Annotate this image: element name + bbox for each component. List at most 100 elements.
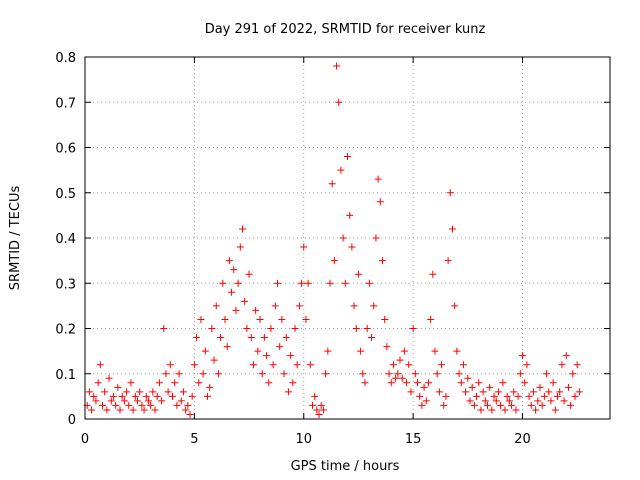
data-point <box>512 406 520 414</box>
data-point <box>88 406 96 414</box>
data-point <box>92 397 100 405</box>
data-point <box>263 352 271 360</box>
data-point <box>90 392 98 400</box>
data-point <box>446 189 454 197</box>
data-point <box>420 383 428 391</box>
data-point <box>116 406 124 414</box>
data-point <box>313 406 321 414</box>
data-point <box>306 361 314 369</box>
data-point <box>166 361 174 369</box>
data-point <box>370 302 378 310</box>
data-point <box>422 397 430 405</box>
data-point <box>254 347 262 355</box>
data-point <box>477 406 485 414</box>
data-point <box>158 397 166 405</box>
data-point <box>99 401 106 409</box>
data-point <box>558 361 566 369</box>
data-point <box>256 315 264 323</box>
data-point <box>175 370 183 378</box>
x-tick-labels: 0 5 10 15 20 <box>81 432 531 447</box>
data-point <box>142 392 150 400</box>
data-point <box>379 257 386 265</box>
data-point <box>359 370 367 378</box>
data-point <box>354 270 362 278</box>
data-point <box>278 315 286 323</box>
data-point <box>214 370 222 378</box>
data-point <box>219 279 227 287</box>
data-point <box>451 302 459 310</box>
data-point <box>232 306 240 314</box>
data-point <box>287 352 295 360</box>
data-points <box>83 62 583 418</box>
plot-frame <box>84 56 611 420</box>
data-point <box>309 401 316 409</box>
data-point <box>195 379 203 387</box>
x-tick-label: 5 <box>190 432 198 447</box>
data-point <box>368 334 376 342</box>
data-point <box>411 370 419 378</box>
data-point <box>435 388 443 396</box>
data-point <box>197 315 205 323</box>
data-point <box>173 401 181 409</box>
data-point <box>333 62 341 70</box>
data-point <box>221 315 229 323</box>
data-point <box>571 392 579 400</box>
y-tick-label: 0.3 <box>55 277 76 292</box>
data-point <box>431 347 439 355</box>
data-point <box>523 361 531 369</box>
data-point <box>416 392 424 400</box>
data-point <box>556 388 564 396</box>
data-point <box>179 388 187 396</box>
data-point <box>223 343 231 351</box>
data-point <box>490 392 498 400</box>
data-point <box>398 374 406 382</box>
data-point <box>344 153 351 161</box>
x-axis-label: GPS time / hours <box>291 459 400 474</box>
y-tick-label: 0.7 <box>55 96 76 111</box>
gridlines <box>85 57 610 419</box>
y-tick-label: 0.1 <box>55 368 76 383</box>
data-point <box>315 410 323 418</box>
data-point <box>394 370 402 378</box>
data-point <box>543 370 551 378</box>
data-point <box>389 361 397 369</box>
y-tick-label: 0.5 <box>55 187 76 202</box>
axis-ticks <box>84 56 610 420</box>
data-point <box>424 379 432 387</box>
data-point <box>514 392 522 400</box>
data-point <box>519 352 526 360</box>
data-point <box>182 406 190 414</box>
data-point <box>503 392 511 400</box>
y-tick-label: 0.2 <box>55 323 76 338</box>
data-point <box>464 374 472 382</box>
data-point <box>241 297 249 305</box>
y-tick-label: 0.6 <box>55 142 76 157</box>
data-point <box>284 388 292 396</box>
data-point <box>350 302 358 310</box>
data-point <box>569 370 577 378</box>
data-point <box>479 388 487 396</box>
data-point <box>169 392 176 400</box>
data-point <box>403 379 411 387</box>
data-point <box>236 243 244 251</box>
data-point <box>206 383 214 391</box>
data-point <box>392 374 400 382</box>
data-point <box>162 370 170 378</box>
x-tick-label: 15 <box>405 432 422 447</box>
data-point <box>442 392 450 400</box>
data-point <box>396 356 404 364</box>
data-point <box>385 370 393 378</box>
data-point <box>210 356 218 364</box>
data-point <box>324 347 332 355</box>
data-point <box>125 401 133 409</box>
data-point <box>365 279 373 287</box>
data-point <box>129 406 137 414</box>
data-point <box>153 392 161 400</box>
data-point <box>481 397 489 405</box>
data-point <box>289 379 297 387</box>
data-point <box>361 379 369 387</box>
data-point <box>363 325 371 332</box>
data-point <box>348 243 356 251</box>
data-point <box>85 388 93 396</box>
